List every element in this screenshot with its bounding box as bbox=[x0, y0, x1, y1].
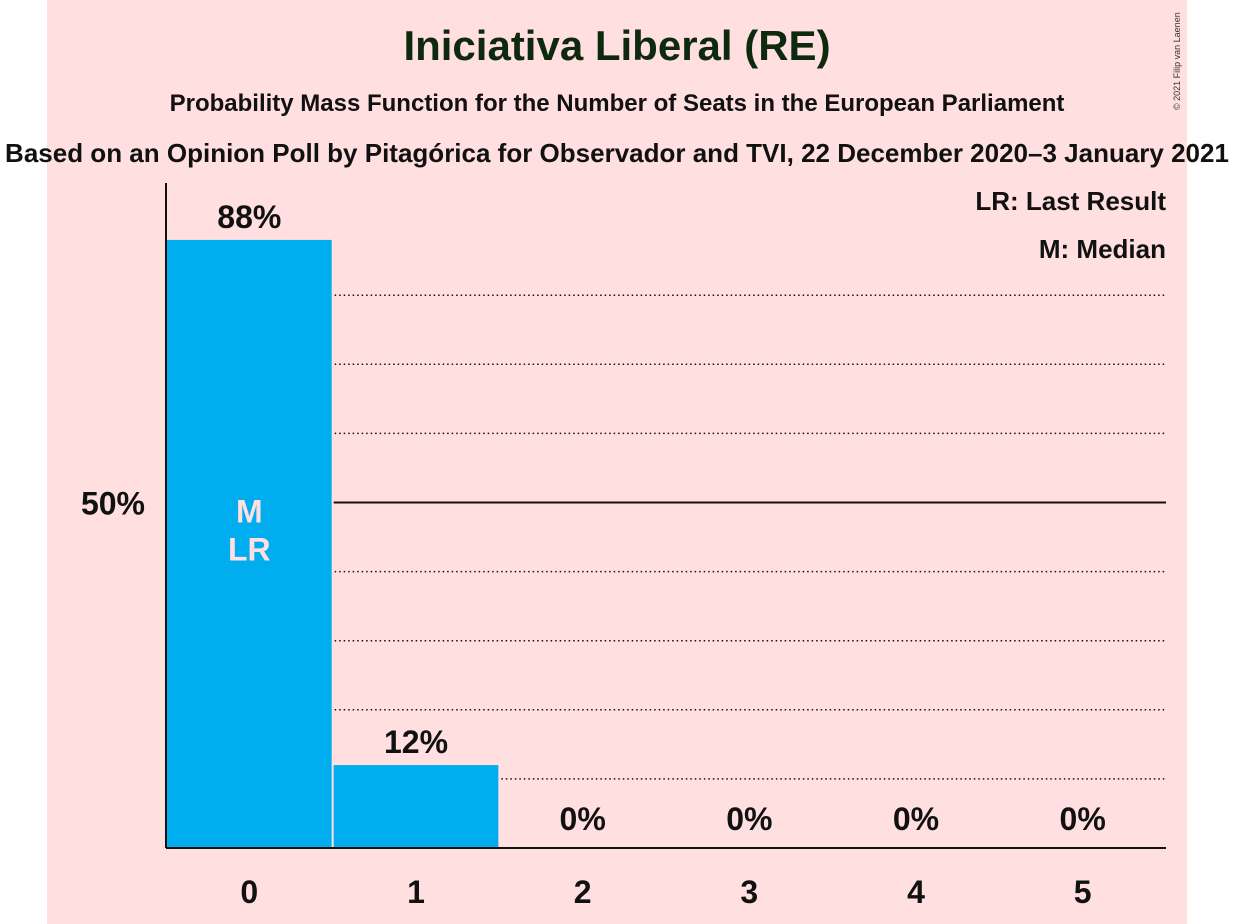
y-tick-label: 50% bbox=[81, 486, 145, 522]
x-tick-label: 4 bbox=[907, 874, 925, 910]
chart-subtitle: Probability Mass Function for the Number… bbox=[169, 90, 1065, 117]
bar-seats-0 bbox=[167, 239, 332, 849]
x-tick-label: 2 bbox=[574, 874, 592, 910]
x-tick-label: 5 bbox=[1074, 874, 1092, 910]
data-label: 12% bbox=[384, 724, 448, 760]
data-label: 0% bbox=[893, 801, 939, 837]
data-label: 0% bbox=[560, 801, 606, 837]
x-tick-label: 1 bbox=[407, 874, 425, 910]
data-label: 0% bbox=[1060, 801, 1106, 837]
x-tick-label: 0 bbox=[240, 874, 258, 910]
x-tick-label: 3 bbox=[740, 874, 758, 910]
legend-median: M: Median bbox=[1038, 234, 1166, 264]
legend-last-result: LR: Last Result bbox=[975, 186, 1166, 216]
chart-source: Based on an Opinion Poll by Pitagórica f… bbox=[5, 138, 1229, 168]
data-label: 0% bbox=[726, 801, 772, 837]
bar-seats-1 bbox=[333, 765, 499, 848]
median-marker: M bbox=[236, 494, 263, 530]
data-label: 88% bbox=[217, 199, 281, 235]
chart-title: Iniciativa Liberal (RE) bbox=[403, 22, 831, 69]
last-result-marker: LR bbox=[228, 532, 271, 568]
